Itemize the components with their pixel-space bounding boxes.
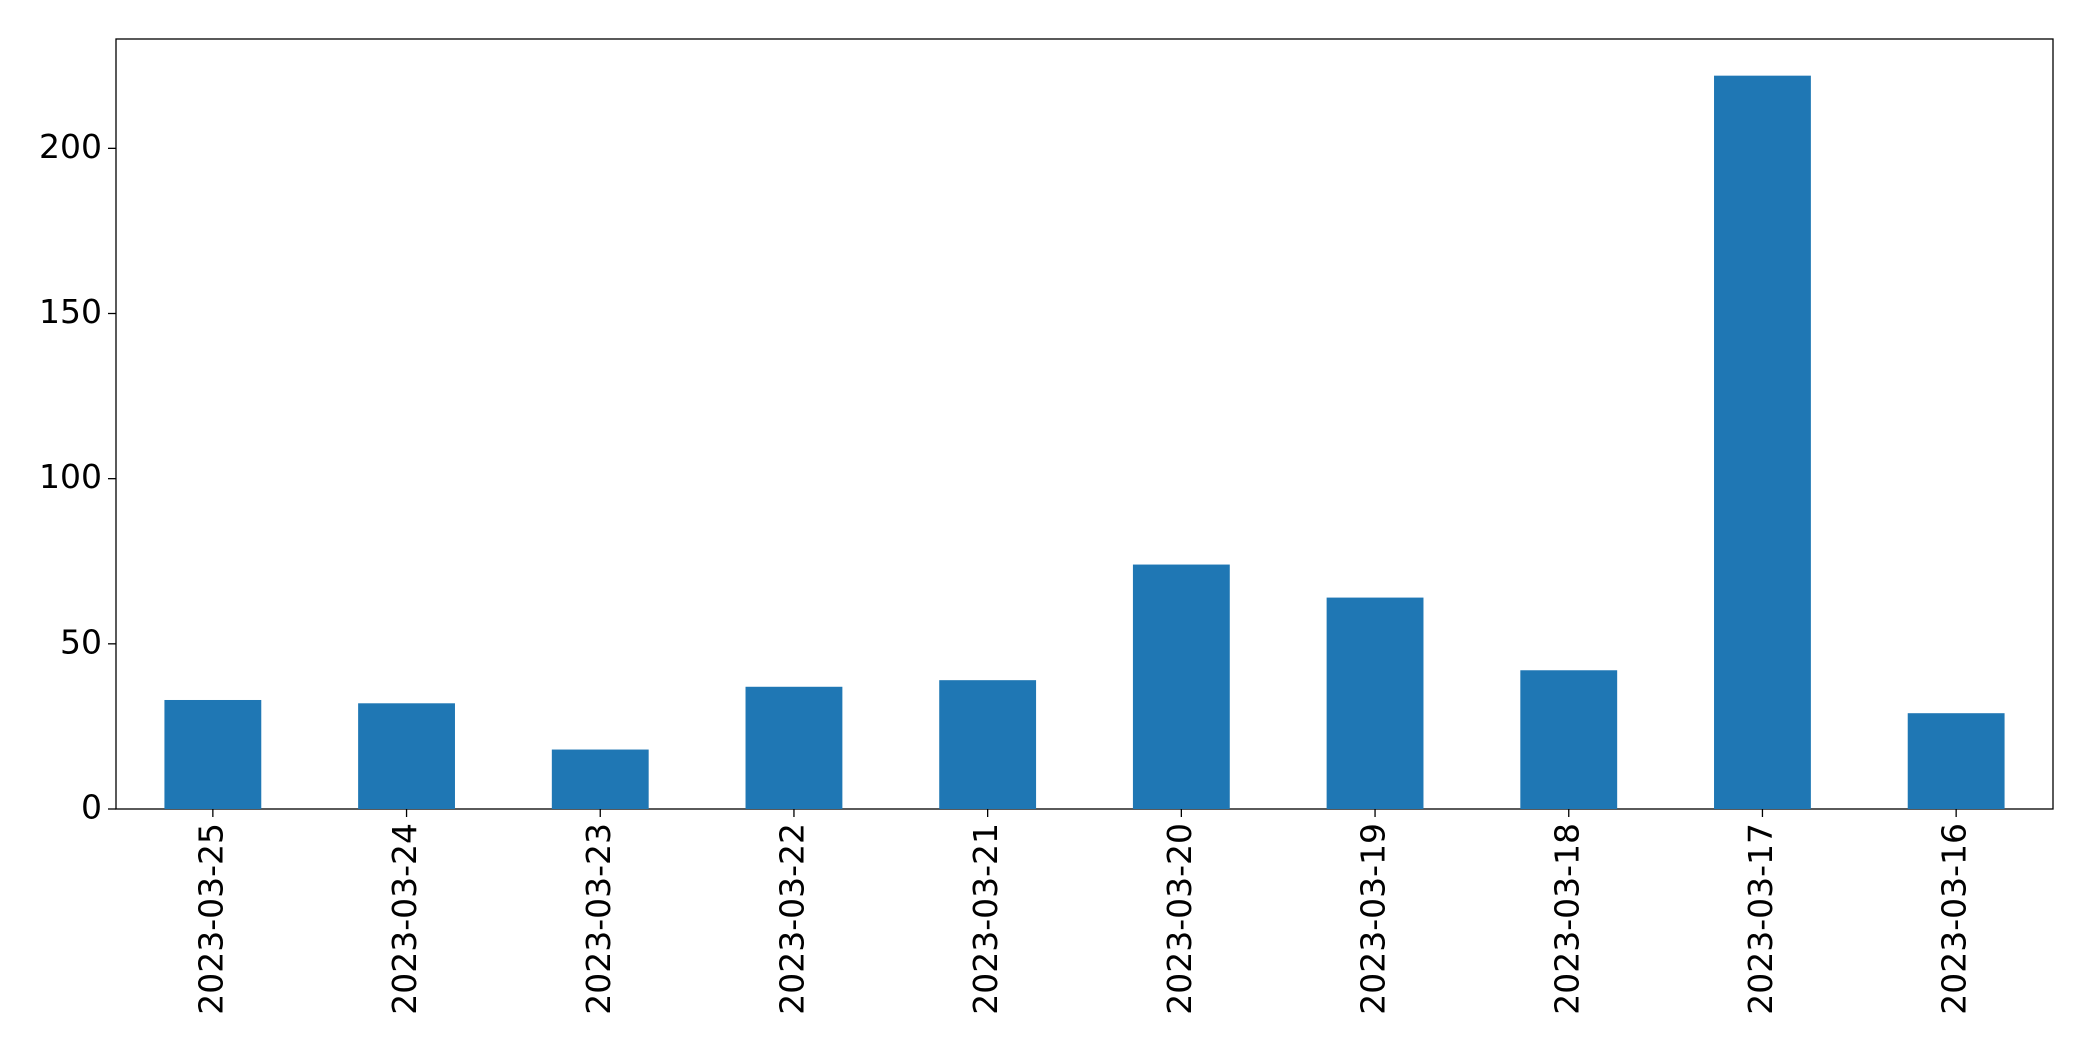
x-tick-label: 2023-03-16 — [1935, 823, 1974, 1015]
bar — [551, 749, 649, 809]
x-tick-label: 2023-03-20 — [1160, 823, 1199, 1015]
x-tick-label: 2023-03-25 — [191, 823, 230, 1015]
bar — [939, 680, 1037, 809]
x-tick-label: 2023-03-19 — [1354, 823, 1393, 1015]
bar — [745, 686, 843, 809]
y-tick-label: 50 — [60, 622, 102, 661]
y-tick-label: 200 — [39, 127, 102, 166]
x-tick-label: 2023-03-23 — [579, 823, 618, 1015]
y-tick-label: 150 — [39, 292, 102, 331]
bar — [1132, 564, 1230, 809]
x-tick-label: 2023-03-22 — [772, 823, 811, 1015]
x-tick-label: 2023-03-21 — [966, 823, 1005, 1015]
bar — [1326, 597, 1424, 809]
bar — [1520, 670, 1618, 809]
x-tick-label: 2023-03-17 — [1741, 823, 1780, 1015]
bar — [164, 699, 262, 809]
axes-frame — [115, 38, 2054, 810]
y-tick-label: 100 — [39, 457, 102, 496]
x-tick-label: 2023-03-24 — [385, 823, 424, 1015]
y-tick-label: 0 — [81, 788, 102, 827]
bar — [358, 703, 455, 809]
bar — [1907, 713, 2005, 809]
x-tick-label: 2023-03-18 — [1547, 823, 1586, 1015]
bar — [1714, 75, 1811, 809]
